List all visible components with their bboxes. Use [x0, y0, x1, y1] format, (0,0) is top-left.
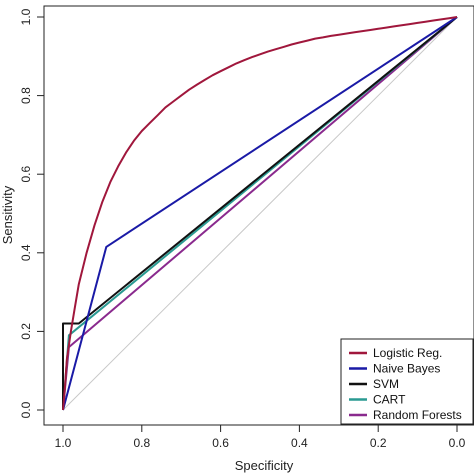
- legend-label: CART: [373, 393, 406, 407]
- legend-label: Logistic Reg.: [373, 346, 442, 360]
- y-tick-label: 0.2: [19, 323, 33, 340]
- y-axis-label: Sensitivity: [0, 185, 15, 244]
- x-tick-label: 0.6: [212, 436, 229, 450]
- legend-label: Random Forests: [373, 408, 462, 422]
- series-line-naive-bayes: [62, 16, 458, 411]
- x-axis: 1.0 0.8 0.6 0.4 0.2 0.0: [55, 424, 466, 450]
- y-tick-label: 1.0: [19, 8, 33, 25]
- series-line-svm: [62, 16, 458, 410]
- y-tick-label: 0.0: [19, 401, 33, 418]
- x-tick-label: 0.2: [370, 436, 387, 450]
- y-tick-label: 0.8: [19, 87, 33, 104]
- x-tick-label: 1.0: [55, 436, 72, 450]
- series-layer: [62, 16, 458, 411]
- reference-diagonal: [62, 16, 458, 411]
- y-tick-label: 0.6: [19, 166, 33, 183]
- legend-label: SVM: [373, 377, 399, 391]
- series-line-logistic-reg: [62, 16, 458, 411]
- y-axis: 0.0 0.2 0.4 0.6 0.8 1.0: [19, 8, 45, 418]
- x-tick-label: 0.4: [291, 436, 308, 450]
- y-tick-label: 0.4: [19, 244, 33, 261]
- x-axis-label: Specificity: [235, 458, 294, 473]
- x-tick-label: 0.8: [133, 436, 150, 450]
- reference-line: [62, 16, 458, 411]
- x-tick-label: 0.0: [449, 436, 466, 450]
- legend-label: Naive Bayes: [373, 362, 440, 376]
